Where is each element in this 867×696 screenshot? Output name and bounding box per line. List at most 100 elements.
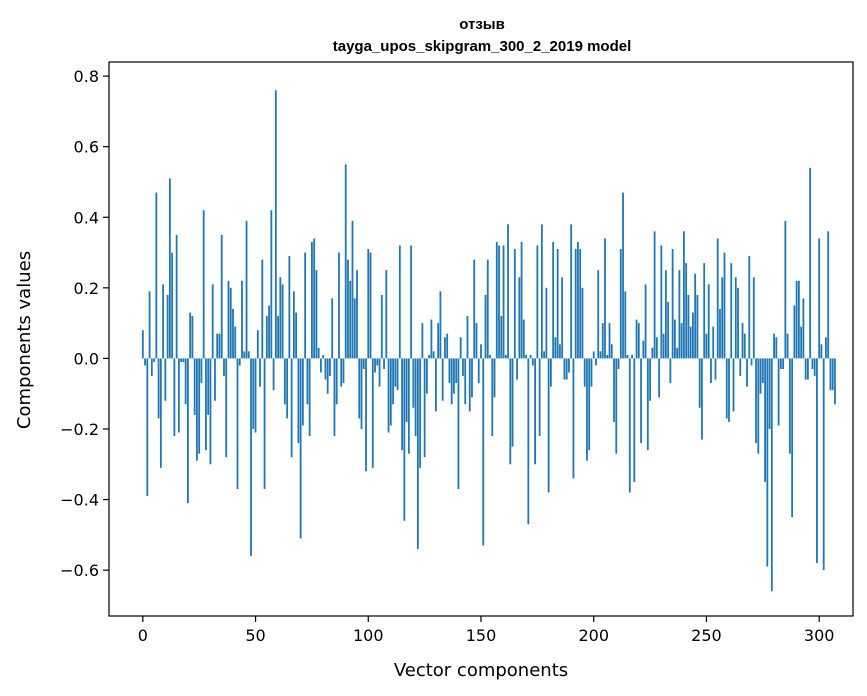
- bar: [601, 323, 604, 359]
- y-tick-label: −0.2: [60, 420, 99, 439]
- bar: [746, 358, 748, 387]
- bar: [734, 277, 737, 359]
- bar: [227, 280, 230, 359]
- bar: [175, 234, 178, 359]
- bar: [207, 358, 210, 415]
- bar: [545, 287, 548, 359]
- bar: [304, 252, 307, 359]
- bar: [631, 354, 633, 359]
- bar: [628, 358, 631, 493]
- bar: [725, 358, 728, 419]
- bar: [338, 252, 340, 359]
- bar: [822, 358, 825, 571]
- bar: [590, 358, 593, 387]
- bar: [529, 354, 532, 359]
- bar: [651, 347, 654, 359]
- bar: [241, 280, 243, 359]
- bar: [536, 245, 539, 359]
- bar: [225, 358, 228, 458]
- bar: [362, 358, 365, 369]
- bar: [658, 358, 661, 398]
- bar: [604, 238, 606, 359]
- bar: [586, 358, 588, 461]
- x-tick-label: 200: [578, 626, 609, 645]
- bar: [329, 358, 331, 377]
- bar: [482, 358, 485, 546]
- bar: [245, 220, 248, 359]
- bar: [232, 309, 234, 359]
- bar: [256, 330, 259, 359]
- bar: [737, 287, 739, 359]
- bar: [498, 245, 500, 359]
- bar: [698, 358, 701, 408]
- bar: [685, 263, 688, 359]
- x-tick-label: 100: [353, 626, 384, 645]
- bar: [286, 358, 289, 419]
- bar: [694, 273, 697, 359]
- chart-title: отзыв: [459, 16, 505, 33]
- bar: [191, 316, 194, 359]
- bar: [367, 249, 370, 359]
- bar: [394, 358, 397, 387]
- bar: [714, 358, 717, 380]
- bar: [800, 326, 803, 359]
- bar: [773, 333, 775, 359]
- bar: [412, 358, 415, 408]
- bar: [421, 323, 424, 359]
- bar: [489, 354, 491, 359]
- bar: [279, 277, 282, 359]
- bar: [455, 358, 458, 384]
- bar: [730, 263, 733, 359]
- bar: [162, 284, 165, 359]
- bar: [493, 358, 496, 398]
- bar: [369, 252, 372, 359]
- bar: [356, 270, 358, 359]
- bar: [202, 210, 205, 359]
- bar: [678, 270, 681, 359]
- bar: [295, 312, 298, 359]
- bar: [728, 358, 730, 422]
- bar: [786, 333, 789, 359]
- bar: [457, 358, 460, 489]
- bar: [432, 351, 435, 359]
- bar: [444, 337, 446, 359]
- bar: [549, 358, 552, 387]
- bar: [547, 358, 550, 493]
- bar: [277, 316, 279, 359]
- bar: [624, 291, 627, 359]
- bar: [554, 337, 557, 359]
- bar: [568, 358, 570, 373]
- bar: [707, 284, 710, 359]
- bar: [198, 358, 201, 454]
- bar: [818, 238, 821, 359]
- bar: [827, 231, 830, 359]
- bar: [243, 351, 246, 359]
- bar: [187, 358, 189, 504]
- bar: [425, 358, 428, 394]
- bar: [757, 358, 760, 454]
- bar: [766, 358, 769, 567]
- bar: [696, 294, 699, 359]
- bar: [428, 354, 431, 359]
- bar: [205, 358, 207, 451]
- bar: [491, 358, 494, 437]
- bar: [335, 358, 338, 405]
- bar: [299, 358, 302, 539]
- bar: [522, 319, 525, 359]
- bar: [407, 358, 410, 454]
- bar: [770, 358, 773, 592]
- bar: [146, 358, 149, 497]
- x-tick-label: 250: [691, 626, 722, 645]
- bar: [732, 358, 735, 412]
- bar: [534, 358, 537, 465]
- bar: [646, 358, 649, 451]
- bar: [507, 224, 509, 359]
- bar: [349, 280, 352, 359]
- bar: [453, 358, 455, 394]
- bar: [320, 358, 322, 373]
- bar: [301, 358, 304, 426]
- bar: [610, 344, 613, 359]
- y-tick-label: 0.4: [74, 208, 99, 227]
- bar: [462, 358, 464, 377]
- bar: [502, 245, 505, 359]
